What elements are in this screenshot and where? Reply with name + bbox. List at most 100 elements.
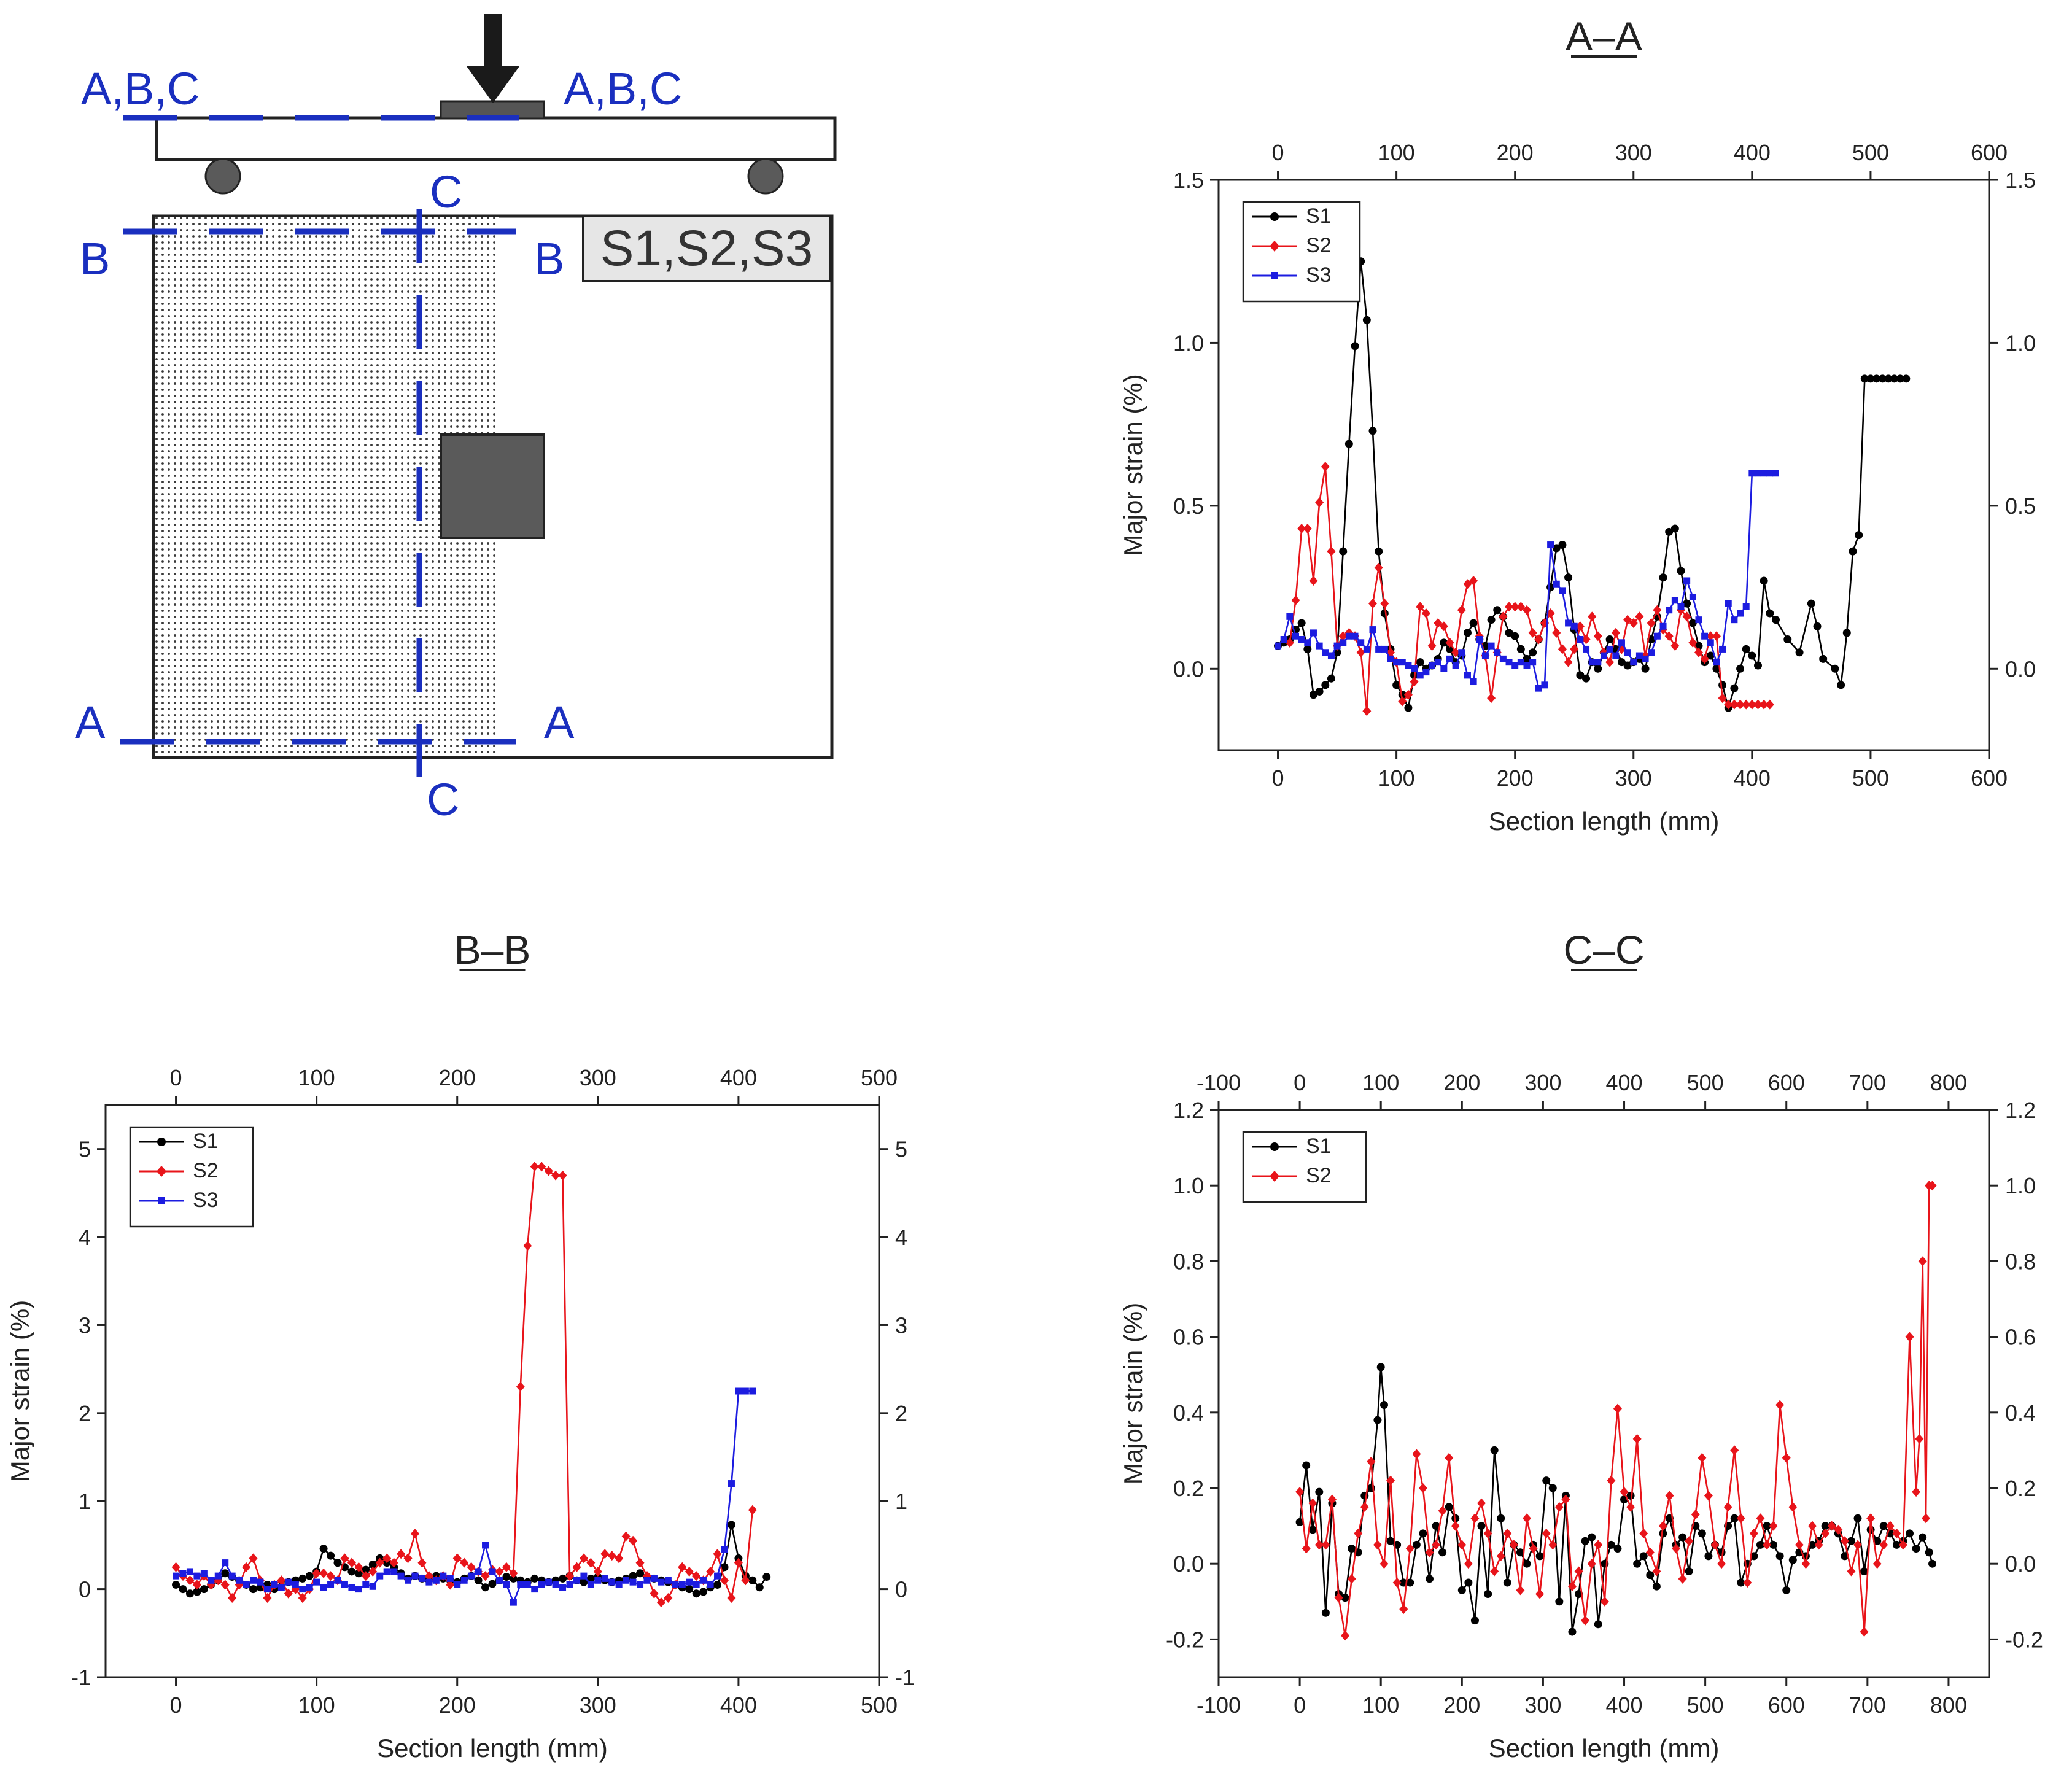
chart-b-b-series-s3-point — [672, 1581, 679, 1588]
chart-a-a-series-s2-point — [1694, 647, 1703, 657]
chart-c-c-series-s2-point — [1490, 1566, 1499, 1577]
chart-b-b-series-s3-point — [587, 1581, 594, 1588]
chart-b-b-series-s3-point — [306, 1584, 313, 1591]
chart-b-b-series-s3-point — [369, 1583, 376, 1590]
chart-b-b-legend-label: S2 — [193, 1159, 219, 1182]
chart-a-a-series-s3-point — [1470, 678, 1477, 686]
chart-b-b-legend-label: S3 — [193, 1189, 219, 1212]
chart-c-c-series-s1-point — [1386, 1537, 1395, 1545]
chart-b-b-series-s3-point — [257, 1578, 264, 1586]
chart-a-a-series-s3-point — [1760, 470, 1767, 477]
chart-c-c-series-s2-point — [1626, 1502, 1635, 1512]
chart-b-b-series-s3-point — [418, 1575, 425, 1582]
chart-a-a-series-s3-point — [1316, 642, 1323, 650]
chart-b-b-series-s3-point — [637, 1581, 644, 1588]
chart-a-a-xtick-label-top: 400 — [1734, 140, 1771, 165]
chart-a-a-xtick-label-bottom: 400 — [1734, 766, 1771, 791]
chart-c-c-series-s1-point — [1555, 1597, 1564, 1606]
chart-a-a-legend-label: S1 — [1306, 204, 1332, 228]
chart-a-a-series-s3-point — [1618, 639, 1625, 646]
chart-c-c-series-s2-point — [1341, 1631, 1350, 1641]
chart-a-a-series-s1-point — [1813, 622, 1822, 630]
chart-a-a-series-s2-point — [1558, 644, 1567, 654]
chart-c-c-series-s2-point — [1567, 1581, 1577, 1592]
chart-c-c-series-s1-point — [1568, 1627, 1577, 1636]
chart-c-c-ytick-label-right: 0.0 — [2005, 1551, 2036, 1577]
chart-a-a-series-s3-point — [1677, 603, 1685, 610]
chart-b-b-series-s2-point — [354, 1562, 363, 1572]
chart-c-c-series-s1-point — [1348, 1545, 1356, 1553]
chart-b-b-series-s3-point — [580, 1572, 588, 1580]
chart-b-b-series-s3-point — [454, 1581, 461, 1588]
chart-a-a-series-s3-point — [1340, 639, 1347, 646]
chart-a-a-series-s2-point — [1605, 657, 1615, 667]
chart-c-c-xtick-label-bottom: -100 — [1197, 1693, 1241, 1718]
chart-c-c-series-s1-point — [1775, 1552, 1784, 1561]
chart-b-b-legend-box — [129, 1126, 254, 1228]
chart-c-c-series-s2-point — [1921, 1513, 1930, 1524]
chart-a-a-series-s1-point — [1683, 599, 1691, 608]
chart-b-b-series-s2-point — [228, 1592, 237, 1603]
chart-a-a-series-s2-point — [1647, 618, 1656, 628]
chart-c-c-ytick-label-left: 1.0 — [1173, 1173, 1204, 1198]
chart-b-b-series-s2-point — [551, 1170, 561, 1181]
chart-a-a-ylabel: Major strain (%) — [1119, 374, 1147, 556]
chart-c-c-series-s1-point — [1925, 1548, 1933, 1557]
chart-b-b-series-s3-point — [341, 1581, 348, 1588]
label-b-left: B — [80, 233, 110, 284]
chart-a-a-series-s2-point — [1427, 641, 1437, 651]
chart-a-a-series-s2-point — [1439, 621, 1448, 632]
chart-a-a-series-s3-point — [1429, 662, 1436, 669]
chart-c-c-series-s2-point — [1561, 1494, 1570, 1505]
chart-a-a-series-s1-point — [1605, 635, 1614, 644]
chart-a-a-xtick-label-top: 100 — [1378, 140, 1415, 165]
chart-a-a-series-s3-point — [1369, 626, 1376, 634]
chart-c-c-xtick-label-top: 800 — [1930, 1070, 1967, 1095]
chart-c-c-series-s1-point — [1685, 1567, 1693, 1576]
chart-a-a-series-s2-point — [1736, 699, 1745, 710]
chart-c-c-series-s2-point — [1652, 1566, 1661, 1577]
chart-a-a-series-s2-line — [1289, 466, 1770, 712]
chart-a-a-series-s2-point — [1487, 693, 1496, 704]
chart-a-a-series-s1-point — [1463, 629, 1472, 637]
chart-a-a-series-s3-point — [1446, 655, 1453, 662]
chart-a-a-series-s2-point — [1362, 706, 1372, 716]
chart-a-a-series-s3-point — [1666, 607, 1673, 614]
chart-c-c-series-s2-point — [1717, 1559, 1726, 1569]
chart-b-b-series-s1-point — [347, 1567, 356, 1576]
chart-c-c-series-s1-point — [1588, 1533, 1596, 1542]
chart-a-a-xlabel: Section length (mm) — [1489, 807, 1720, 836]
chart-a-a-series-s3-point — [1565, 619, 1572, 627]
chart-c-c-xtick-label-bottom: 600 — [1768, 1693, 1805, 1718]
chart-a-a-series-s2-point — [1593, 631, 1602, 642]
chart-b-b-series-s3-point — [397, 1572, 405, 1580]
chart-a-a-series-s3-point — [1737, 610, 1744, 617]
chart-a-a-plot-frame — [1217, 179, 1990, 751]
chart-a-a-legend-marker — [1270, 241, 1279, 252]
chart-a-a-series-s1-point — [1665, 527, 1674, 536]
chart-b-b-series-s2-point — [446, 1580, 455, 1590]
chart-a-a-series-s1-point — [1718, 681, 1727, 689]
chart-c-c-series-s2-point — [1685, 1536, 1694, 1546]
chart-a-a-series-s2-point — [1753, 699, 1763, 710]
chart-b-b-series-s1-point — [629, 1572, 637, 1580]
chart-a-a-series-s1-point — [1730, 684, 1739, 692]
chart-a-a-series-s1-point — [1855, 531, 1863, 540]
chart-c-c-series-s1-point — [1406, 1578, 1414, 1587]
chart-a-a-series-s3-point — [1351, 632, 1359, 640]
chart-a-a-series-s3-point — [1695, 616, 1702, 624]
chart-c-c-series-s2-point — [1613, 1403, 1622, 1414]
chart-a-a-series-s3-point — [1304, 639, 1311, 646]
chart-b-b-series-s3-point — [236, 1577, 243, 1584]
chart-a-a-series-s3-point — [1464, 672, 1471, 679]
chart-a-a-series-s3-point — [1310, 629, 1317, 637]
chart-a-a-series-s1-point — [1516, 645, 1525, 653]
chart-a-a-series-s1-point — [1505, 629, 1513, 637]
label-c-top: C — [430, 166, 462, 217]
chart-a-a-xtick-label-bottom: 300 — [1615, 766, 1652, 791]
chart-a-a-series-s3-point — [1731, 616, 1738, 624]
chart-b-b-series-s2-point — [734, 1557, 743, 1568]
label-a-left: A — [75, 697, 106, 748]
chart-c-c-series-s2-point — [1691, 1510, 1700, 1520]
chart-b-b-xtick-label-top: 400 — [720, 1065, 757, 1090]
